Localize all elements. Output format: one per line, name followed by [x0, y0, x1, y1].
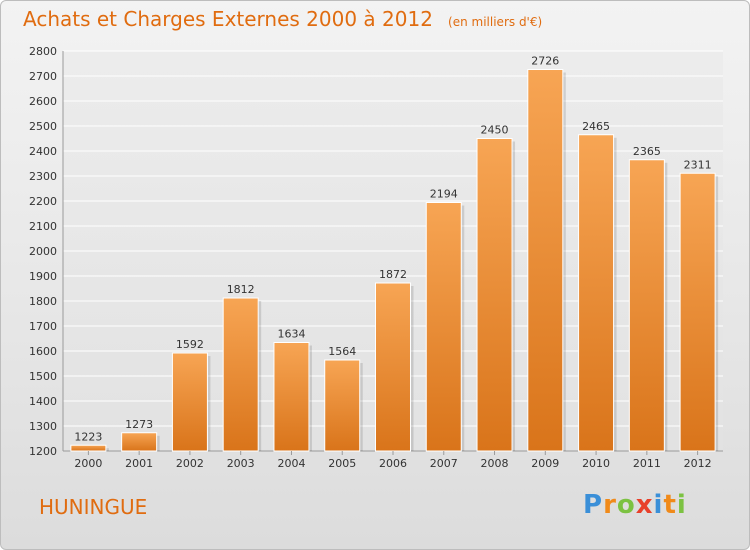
x-tick-label: 2010: [582, 457, 610, 470]
y-tick-label: 2200: [29, 195, 57, 208]
y-tick-label: 1600: [29, 345, 57, 358]
x-tick-label: 2009: [531, 457, 559, 470]
data-label: 2311: [684, 158, 712, 171]
y-tick-label: 2500: [29, 120, 57, 133]
x-tick-label: 2007: [430, 457, 458, 470]
bar: [121, 432, 158, 452]
data-label: 2465: [582, 120, 610, 133]
x-tick-label: 2004: [277, 457, 305, 470]
y-tick-label: 1300: [29, 420, 57, 433]
y-tick-label: 2700: [29, 70, 57, 83]
x-tick-label: 2012: [684, 457, 712, 470]
x-tick-label: 2002: [176, 457, 204, 470]
y-tick-label: 1400: [29, 395, 57, 408]
y-tick-label: 2600: [29, 95, 57, 108]
bar: [527, 69, 564, 452]
logo-letter: r: [603, 490, 617, 520]
x-tick-label: 2000: [74, 457, 102, 470]
x-tick-label: 2001: [125, 457, 153, 470]
x-tick-label: 2008: [481, 457, 509, 470]
bar: [171, 352, 208, 452]
y-tick-label: 2000: [29, 245, 57, 258]
data-label: 1564: [328, 345, 356, 358]
bar: [425, 202, 462, 452]
data-label: 1273: [125, 418, 153, 431]
y-tick-label: 1700: [29, 320, 57, 333]
data-label: 1872: [379, 268, 407, 281]
data-label: 1592: [176, 338, 204, 351]
bar: [324, 359, 361, 452]
logo-letter: i: [676, 490, 687, 520]
title-text: Achats et Charges Externes 2000 à 2012: [23, 7, 433, 31]
data-label: 1812: [227, 283, 255, 296]
bar: [679, 172, 716, 452]
bar: [273, 342, 310, 452]
proxiti-logo: Proxiti: [583, 490, 687, 520]
bar: [222, 297, 259, 452]
commune-name: HUNINGUE: [39, 495, 148, 519]
y-tick-label: 1200: [29, 445, 57, 458]
y-tick-label: 2300: [29, 170, 57, 183]
bar: [70, 444, 107, 452]
data-label: 1223: [74, 430, 102, 443]
bar: [628, 159, 665, 452]
data-label: 2450: [481, 124, 509, 137]
logo-letter: o: [616, 490, 636, 520]
bar: [476, 138, 513, 452]
y-tick-label: 1800: [29, 295, 57, 308]
data-label: 1634: [277, 328, 305, 341]
chart-title: Achats et Charges Externes 2000 à 2012 (…: [23, 7, 542, 31]
logo-letter: x: [635, 490, 654, 520]
unit-note: (en milliers d'€): [448, 15, 543, 29]
bar: [375, 282, 411, 452]
y-tick-label: 2100: [29, 220, 57, 233]
x-tick-label: 2005: [328, 457, 356, 470]
logo-letter: t: [663, 490, 677, 520]
x-tick-label: 2006: [379, 457, 407, 470]
y-tick-label: 1500: [29, 370, 57, 383]
data-label: 2726: [531, 55, 559, 68]
x-tick-label: 2003: [227, 457, 255, 470]
logo-letter: i: [653, 490, 664, 520]
bar: [578, 134, 615, 452]
y-tick-label: 2800: [29, 45, 57, 58]
data-label: 2194: [430, 188, 458, 201]
data-label: 2365: [633, 145, 661, 158]
y-tick-label: 2400: [29, 145, 57, 158]
x-tick-label: 2011: [633, 457, 661, 470]
logo-letter: P: [583, 490, 604, 520]
y-tick-label: 1900: [29, 270, 57, 283]
